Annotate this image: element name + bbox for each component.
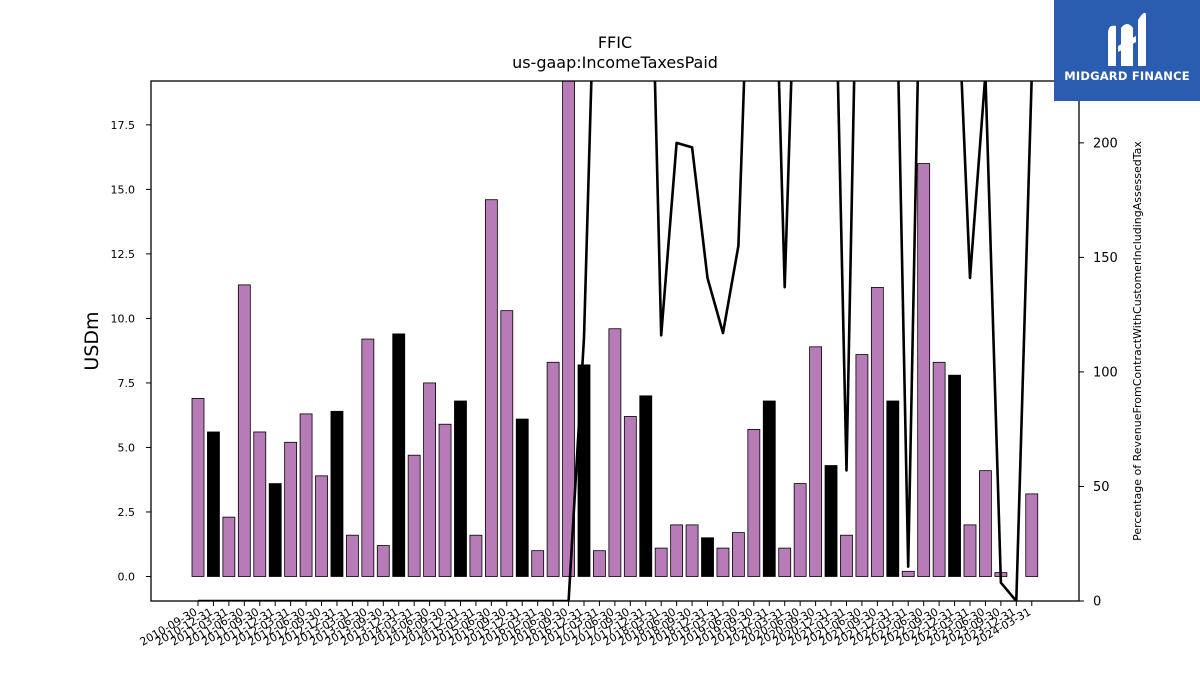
bar — [824, 465, 838, 577]
bar — [407, 454, 421, 577]
bar — [762, 400, 776, 577]
bar — [623, 416, 637, 577]
bar — [608, 328, 622, 577]
bar — [315, 475, 328, 577]
y-tick-label: 0.0 — [118, 570, 136, 583]
bar — [917, 163, 931, 577]
bar — [793, 483, 807, 577]
brand-name: MIDGARD FINANCE — [1064, 69, 1190, 83]
y2-tick-label: 150 — [1093, 251, 1118, 266]
bar — [284, 441, 298, 577]
bar — [531, 550, 545, 577]
bar — [778, 547, 792, 577]
bar — [237, 284, 251, 577]
bar — [454, 400, 467, 577]
bar — [222, 516, 236, 577]
y2-tick-label: 100 — [1093, 365, 1118, 380]
bar — [932, 361, 946, 577]
bar — [593, 550, 606, 577]
y-tick-label: 15.0 — [111, 183, 136, 196]
bar — [345, 534, 359, 577]
bar — [886, 400, 900, 577]
bar — [809, 346, 822, 577]
bar — [963, 524, 977, 577]
bar — [747, 428, 761, 577]
y-tick-label: 7.5 — [118, 377, 136, 390]
bar — [423, 382, 437, 577]
bar — [979, 470, 992, 577]
bar — [948, 374, 961, 577]
y-tick-label: 2.5 — [118, 506, 136, 519]
bar — [361, 338, 375, 577]
y-tick-label: 5.0 — [118, 441, 136, 454]
bar — [299, 413, 313, 577]
bar — [438, 423, 452, 577]
bar — [685, 524, 699, 577]
chart-subtitle: us-gaap:IncomeTaxesPaid — [512, 53, 718, 72]
bar — [870, 287, 884, 577]
y-tick-label: 17.5 — [111, 119, 136, 132]
bar — [546, 361, 560, 577]
y2-tick-label: 0 — [1093, 595, 1101, 610]
bar — [207, 431, 220, 577]
chart-title: FFIC — [598, 33, 632, 52]
bar — [701, 537, 714, 577]
bar — [484, 199, 498, 577]
bar — [1025, 493, 1039, 577]
y2-tick-label: 50 — [1093, 480, 1110, 495]
bar — [577, 364, 591, 577]
bar — [732, 532, 745, 577]
midgard-m-logo-icon — [1108, 12, 1146, 66]
bar — [716, 547, 730, 577]
y-axis-label: USDm — [81, 311, 103, 370]
bar — [855, 354, 869, 577]
bar — [840, 534, 853, 577]
bar — [469, 534, 483, 577]
bar — [639, 395, 653, 577]
bar — [253, 431, 267, 577]
brand-logo: MIDGARD FINANCE — [1054, 0, 1200, 101]
y2-tick-label: 200 — [1093, 136, 1118, 151]
bar — [901, 570, 915, 577]
bar — [670, 524, 684, 577]
bar — [515, 418, 529, 577]
bar — [392, 333, 406, 577]
y-tick-label: 12.5 — [111, 248, 136, 261]
bar — [562, 81, 575, 577]
bar — [330, 410, 344, 577]
bar — [268, 483, 282, 577]
bar — [500, 310, 514, 577]
bar — [654, 547, 668, 577]
y-tick-label: 10.0 — [111, 312, 136, 325]
y2-axis-label: Percentage of RevenueFromContractWithCus… — [1131, 141, 1144, 541]
bar — [376, 545, 390, 577]
bar — [191, 398, 205, 577]
